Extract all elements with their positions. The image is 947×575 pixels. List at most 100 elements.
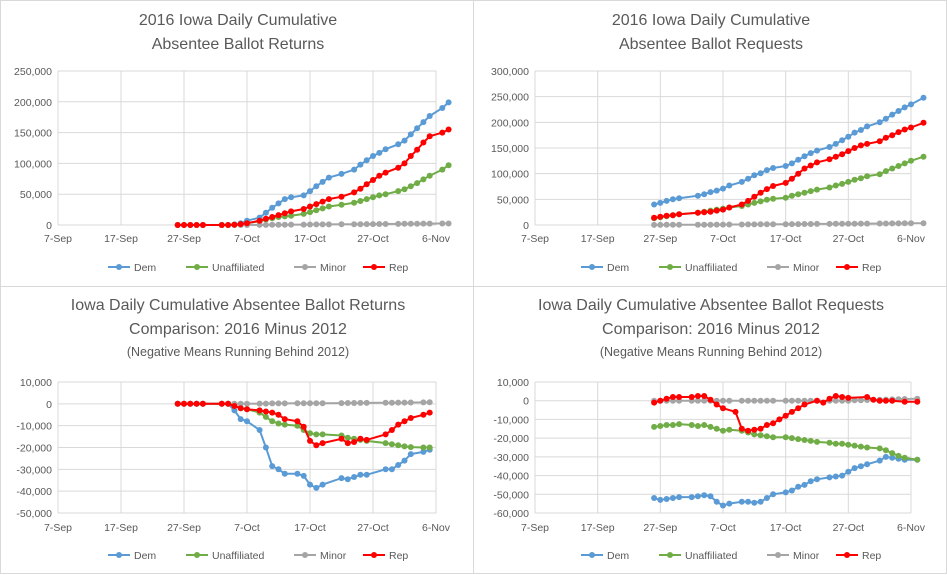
data-point-dem bbox=[269, 204, 276, 211]
data-point-unaffiliated bbox=[676, 421, 683, 428]
data-point-unaffiliated bbox=[281, 421, 288, 428]
data-point-dem bbox=[920, 94, 927, 101]
data-point-dem bbox=[407, 451, 414, 458]
data-point-rep bbox=[420, 139, 427, 146]
data-point-dem bbox=[688, 494, 695, 501]
data-point-rep bbox=[269, 214, 276, 220]
data-point-minor bbox=[401, 399, 408, 406]
legend-marker bbox=[371, 552, 377, 558]
data-point-unaffiliated bbox=[845, 441, 852, 448]
data-point-unaffiliated bbox=[319, 431, 326, 438]
data-point-unaffiliated bbox=[832, 182, 839, 189]
data-point-rep bbox=[199, 400, 206, 407]
data-point-dem bbox=[807, 150, 814, 157]
data-point-minor bbox=[763, 221, 770, 228]
chart-title-line-1: 2016 Iowa Daily Cumulative bbox=[612, 12, 810, 29]
legend-label: Rep bbox=[389, 262, 408, 274]
data-point-minor bbox=[256, 221, 263, 228]
data-point-unaffiliated bbox=[876, 171, 883, 178]
legend-label: Dem bbox=[607, 550, 629, 562]
data-point-dem bbox=[307, 481, 313, 488]
data-point-rep bbox=[338, 435, 345, 442]
data-point-rep bbox=[237, 221, 244, 228]
data-point-rep bbox=[688, 394, 695, 400]
data-point-rep bbox=[839, 394, 846, 400]
y-tick-label: -10,000 bbox=[493, 414, 529, 426]
data-point-dem bbox=[401, 457, 408, 464]
data-point-minor bbox=[757, 397, 764, 404]
data-point-minor bbox=[720, 221, 726, 228]
data-point-rep bbox=[357, 435, 364, 442]
data-point-dem bbox=[889, 111, 896, 118]
data-point-rep bbox=[307, 203, 313, 210]
data-point-minor bbox=[701, 221, 708, 228]
data-point-rep bbox=[388, 427, 395, 433]
data-point-unaffiliated bbox=[694, 423, 701, 429]
data-point-rep bbox=[676, 211, 683, 218]
data-point-rep bbox=[256, 217, 263, 224]
data-point-unaffiliated bbox=[313, 207, 320, 214]
data-point-rep bbox=[313, 201, 320, 208]
legend-marker bbox=[194, 264, 200, 270]
data-point-rep bbox=[313, 442, 320, 449]
data-point-dem bbox=[864, 123, 871, 130]
data-point-minor bbox=[420, 399, 427, 406]
y-tick-label: -50,000 bbox=[16, 508, 52, 520]
data-point-unaffiliated bbox=[401, 186, 408, 193]
data-point-rep bbox=[338, 193, 345, 200]
requests-comparison-chart: Iowa Daily Cumulative Absentee Ballot Re… bbox=[493, 297, 925, 562]
legend-marker bbox=[589, 264, 595, 270]
data-point-dem bbox=[676, 195, 683, 202]
data-point-unaffiliated bbox=[382, 440, 389, 447]
legend-label: Unaffiliated bbox=[212, 262, 265, 274]
legend-marker bbox=[667, 264, 673, 270]
data-point-unaffiliated bbox=[275, 420, 282, 427]
data-point-minor bbox=[357, 399, 364, 406]
data-point-minor bbox=[788, 397, 795, 404]
data-point-unaffiliated bbox=[338, 201, 345, 208]
data-point-rep bbox=[401, 160, 408, 167]
data-point-unaffiliated bbox=[420, 444, 427, 451]
data-point-rep bbox=[382, 431, 389, 438]
x-tick-label: 7-Oct bbox=[710, 522, 736, 534]
data-point-dem bbox=[839, 137, 846, 144]
data-point-unaffiliated bbox=[832, 440, 839, 447]
data-point-rep bbox=[889, 397, 896, 404]
data-point-unaffiliated bbox=[895, 452, 902, 459]
data-point-rep bbox=[795, 405, 802, 412]
x-tick-label: 7-Oct bbox=[710, 233, 736, 245]
data-point-dem bbox=[851, 465, 858, 472]
data-point-dem bbox=[651, 495, 658, 501]
data-point-minor bbox=[782, 221, 789, 228]
data-point-rep bbox=[726, 204, 733, 211]
y-tick-label: -20,000 bbox=[16, 443, 52, 455]
data-point-minor bbox=[751, 221, 758, 228]
data-point-unaffiliated bbox=[663, 422, 670, 428]
data-point-rep bbox=[876, 138, 883, 145]
data-point-minor bbox=[745, 397, 752, 404]
data-point-minor bbox=[307, 400, 313, 407]
data-point-dem bbox=[757, 498, 764, 505]
data-point-minor bbox=[770, 221, 777, 228]
data-point-minor bbox=[445, 220, 452, 227]
data-point-dem bbox=[895, 108, 902, 114]
data-point-minor bbox=[294, 400, 301, 407]
y-tick-label: -60,000 bbox=[493, 508, 529, 520]
data-point-dem bbox=[676, 494, 683, 501]
series-rep bbox=[651, 393, 921, 434]
data-point-dem bbox=[420, 448, 427, 455]
chart-title-line-1: Iowa Daily Cumulative Absentee Ballot Re… bbox=[538, 297, 884, 314]
chart-title-line-2: Absentee Ballot Returns bbox=[152, 36, 325, 53]
data-point-rep bbox=[300, 206, 307, 212]
data-point-dem bbox=[795, 483, 802, 490]
data-point-rep bbox=[870, 396, 877, 403]
data-point-rep bbox=[414, 146, 421, 153]
y-tick-label: 150,000 bbox=[14, 128, 52, 140]
data-point-minor bbox=[851, 220, 858, 227]
data-point-dem bbox=[244, 418, 250, 425]
legend: Dem Unaffiliated Minor Rep bbox=[581, 550, 881, 562]
requests-chart-panel: 2016 Iowa Daily Cumulative Absentee Ballo… bbox=[473, 0, 947, 287]
legend-marker bbox=[371, 264, 377, 270]
legend: Dem Unaffiliated Minor Rep bbox=[108, 262, 408, 274]
x-tick-label: 27-Sep bbox=[643, 233, 677, 245]
